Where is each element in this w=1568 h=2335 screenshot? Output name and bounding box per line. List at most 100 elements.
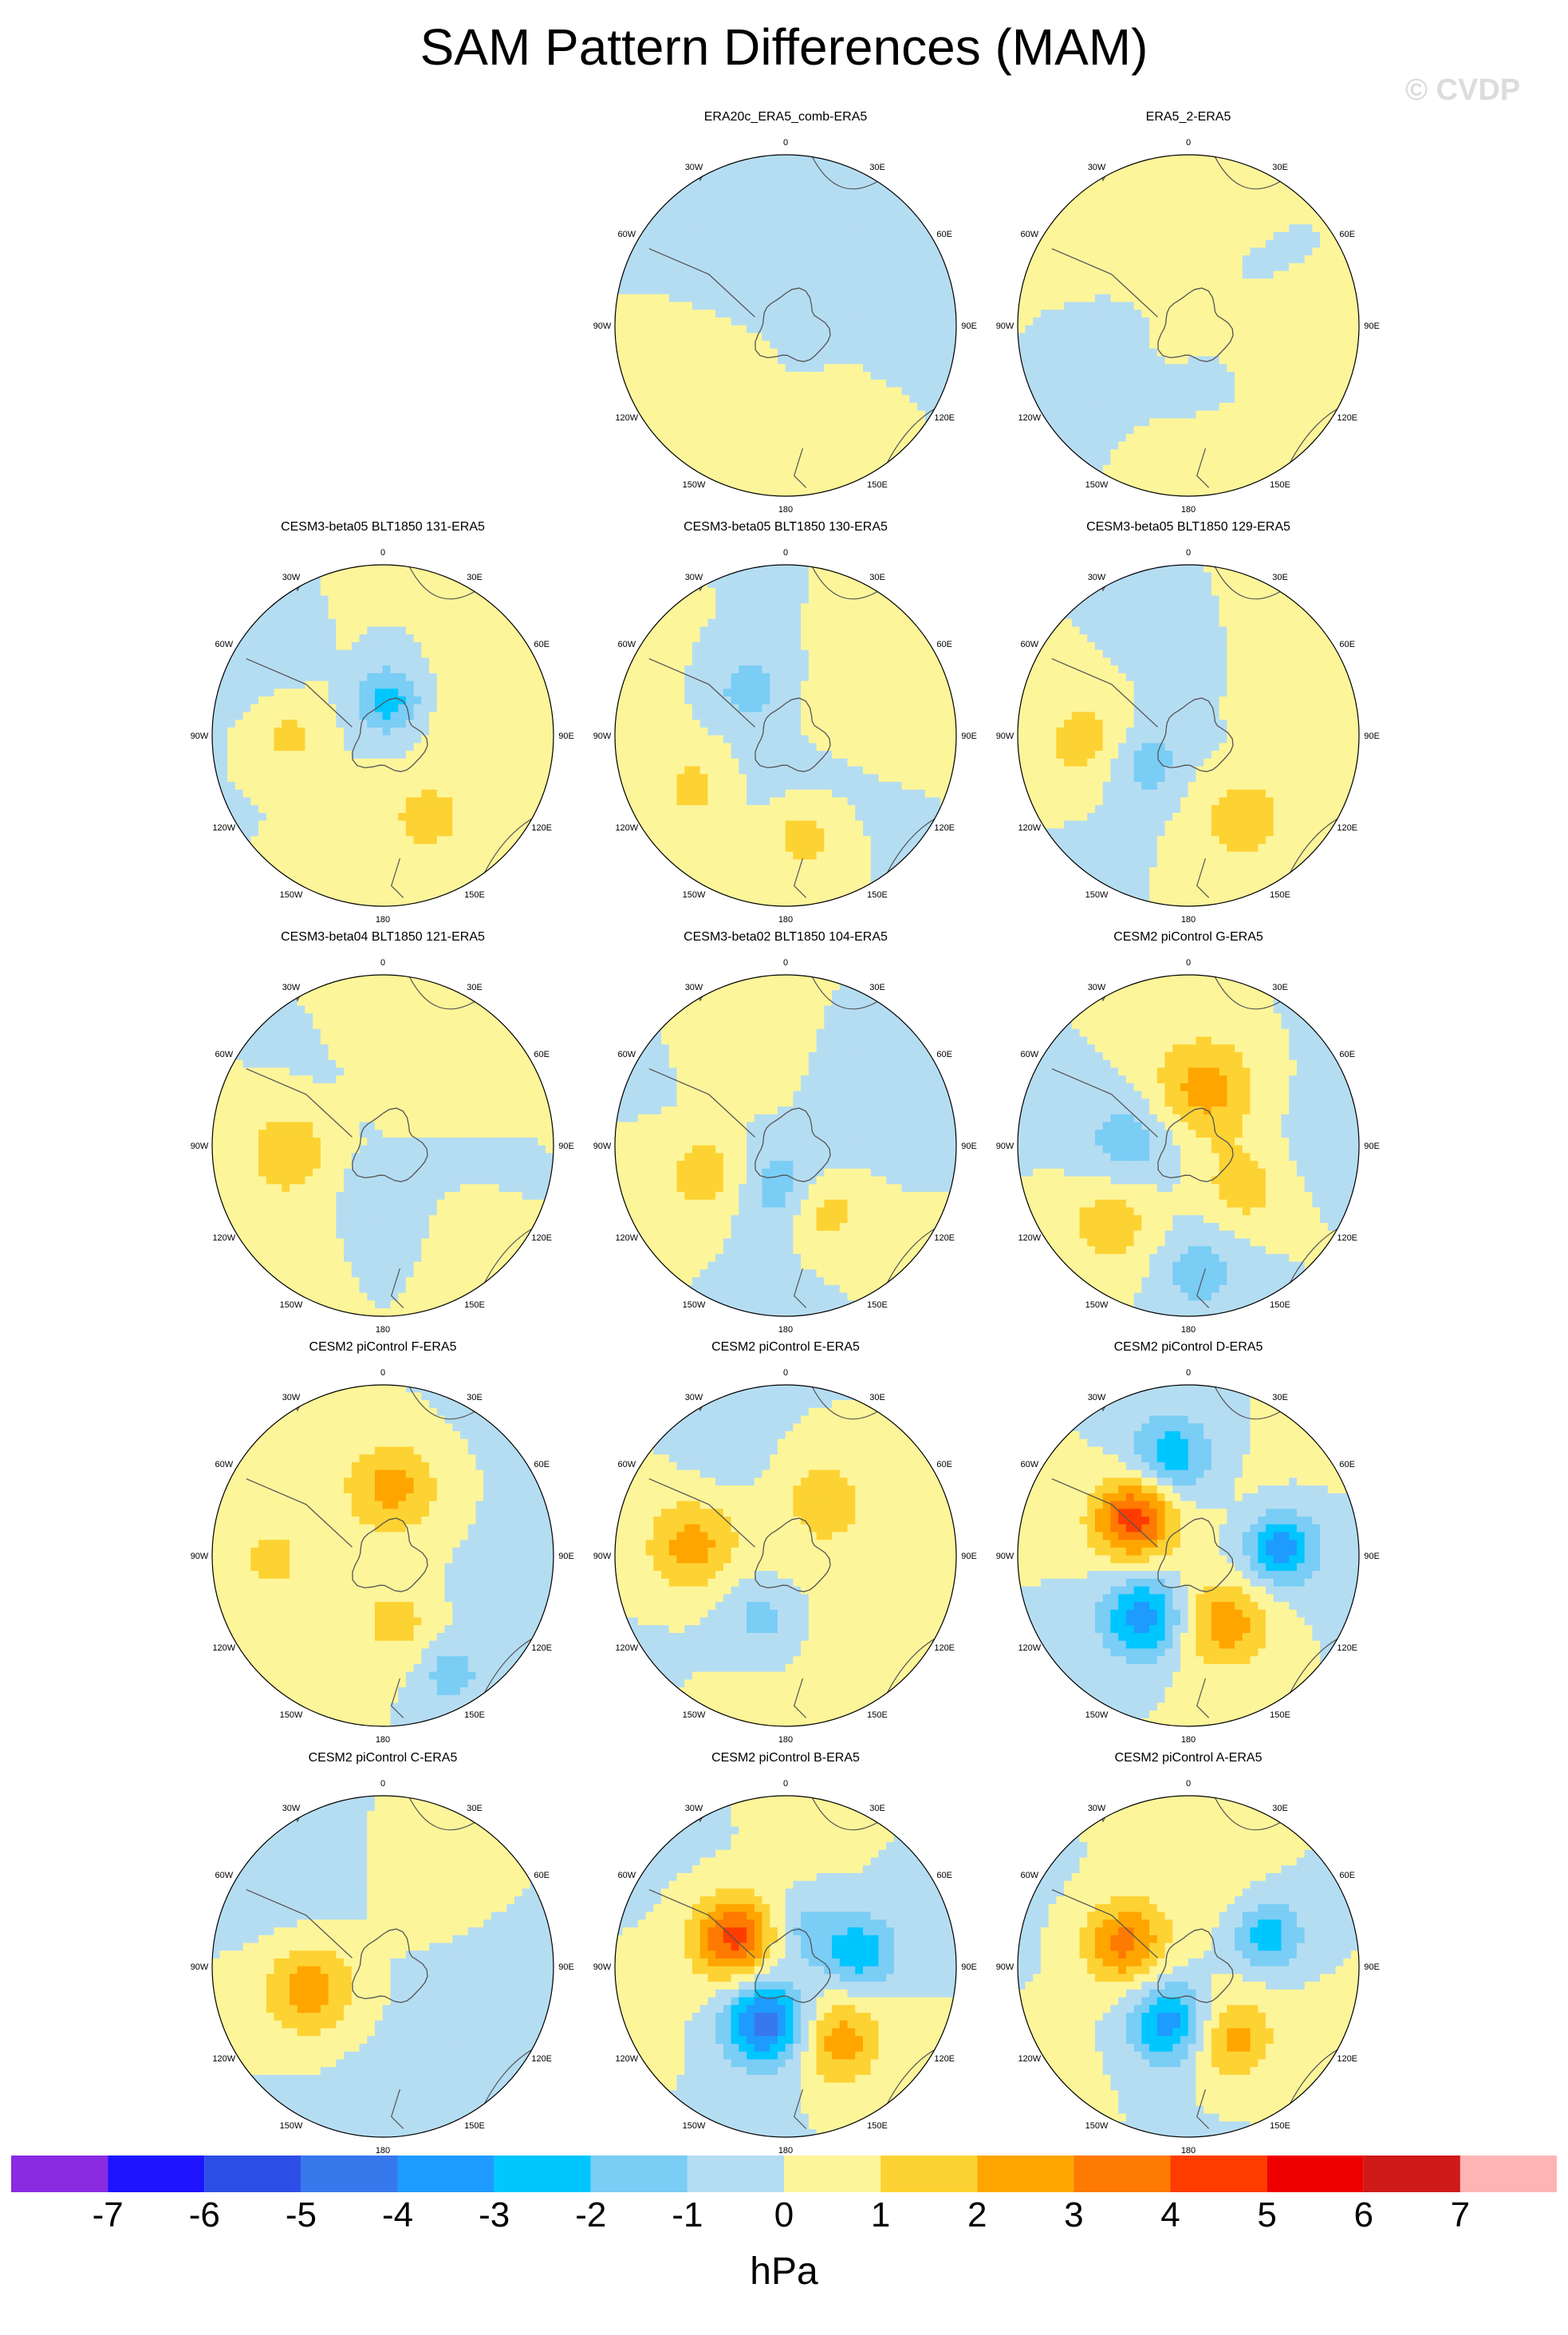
field-cell xyxy=(212,688,221,697)
field-cell xyxy=(1102,333,1112,341)
field-cell xyxy=(219,782,228,791)
field-cell xyxy=(382,611,392,620)
field-cell xyxy=(436,603,446,612)
field-cell xyxy=(1087,395,1096,404)
field-cell xyxy=(1033,348,1042,357)
field-cell xyxy=(1242,286,1251,295)
field-cell xyxy=(862,286,872,295)
field-cell xyxy=(917,302,926,310)
field-cell xyxy=(1312,286,1321,295)
field-cell xyxy=(436,820,446,830)
field-cell xyxy=(467,774,477,783)
field-cell xyxy=(1125,379,1135,389)
field-cell xyxy=(367,665,376,674)
field-cell xyxy=(1258,464,1267,474)
field-cell xyxy=(901,364,910,373)
field-cell xyxy=(522,751,531,759)
field-cell xyxy=(1048,387,1057,396)
field-cell xyxy=(847,278,856,287)
field-cell xyxy=(1188,247,1197,256)
field-cell xyxy=(1235,208,1243,218)
field-cell xyxy=(1048,395,1057,404)
field-cell xyxy=(1040,333,1050,341)
field-cell xyxy=(1281,449,1290,458)
field-cell xyxy=(893,317,903,326)
field-cell xyxy=(382,836,392,845)
field-cell xyxy=(498,626,507,635)
field-cell xyxy=(429,618,438,628)
field-cell xyxy=(1149,170,1158,179)
field-cell xyxy=(344,843,353,853)
field-cell xyxy=(715,310,724,318)
field-cell xyxy=(1343,356,1352,365)
field-cell xyxy=(1033,262,1042,272)
field-cell xyxy=(622,680,631,689)
field-cell xyxy=(1219,177,1227,187)
field-cell xyxy=(234,774,244,783)
field-cell xyxy=(1320,302,1329,310)
field-cell xyxy=(374,634,384,643)
field-cell xyxy=(855,372,864,381)
field-cell xyxy=(336,758,345,767)
field-cell xyxy=(1320,317,1329,326)
field-cell xyxy=(490,641,500,651)
field-cell xyxy=(234,797,244,806)
field-cell xyxy=(878,239,887,249)
field-cell xyxy=(1281,302,1290,310)
field-cell xyxy=(622,372,631,381)
field-cell xyxy=(801,441,810,450)
field-cell xyxy=(684,208,693,218)
field-cell xyxy=(801,472,810,481)
field-cell xyxy=(824,480,833,489)
field-cell xyxy=(707,231,716,241)
field-cell xyxy=(374,603,384,612)
field-cell xyxy=(390,820,399,830)
field-cell xyxy=(676,208,685,218)
field-cell xyxy=(847,472,856,481)
field-cell xyxy=(305,758,313,767)
field-cell xyxy=(1156,402,1166,412)
field-cell xyxy=(242,812,251,822)
field-cell xyxy=(839,379,849,389)
field-cell xyxy=(289,611,298,620)
field-cell xyxy=(421,874,430,884)
field-cell xyxy=(1235,310,1243,318)
field-cell xyxy=(436,712,446,720)
field-cell xyxy=(1172,364,1181,373)
field-cell xyxy=(1258,341,1267,349)
field-cell xyxy=(1289,387,1298,396)
field-cell xyxy=(506,688,515,697)
field-cell xyxy=(1211,395,1220,404)
field-cell xyxy=(832,348,841,357)
field-cell xyxy=(344,797,353,806)
field-cell xyxy=(398,704,407,713)
field-cell xyxy=(947,333,956,341)
field-cell xyxy=(839,348,849,357)
field-cell xyxy=(382,704,392,713)
field-cell xyxy=(452,789,461,799)
field-cell xyxy=(770,487,778,496)
field-cell xyxy=(1242,348,1251,357)
field-cell xyxy=(1018,294,1026,303)
field-cell xyxy=(847,201,856,210)
field-cell xyxy=(676,201,685,210)
field-cell xyxy=(870,224,880,233)
field-cell xyxy=(313,867,321,876)
field-cell xyxy=(320,595,329,604)
field-cell xyxy=(1164,387,1173,396)
field-cell xyxy=(777,449,786,458)
field-cell xyxy=(1327,341,1337,349)
field-cell xyxy=(684,410,693,420)
field-cell xyxy=(1094,364,1104,373)
field-cell xyxy=(901,294,910,303)
field-cell xyxy=(622,657,631,666)
field-cell xyxy=(289,836,298,845)
field-cell xyxy=(467,751,477,759)
field-cell xyxy=(1188,185,1197,194)
field-cell xyxy=(855,426,864,435)
field-cell xyxy=(444,766,453,775)
field-cell xyxy=(723,333,732,341)
field-cell xyxy=(637,286,647,295)
field-cell xyxy=(421,649,430,659)
field-cell xyxy=(839,480,849,489)
